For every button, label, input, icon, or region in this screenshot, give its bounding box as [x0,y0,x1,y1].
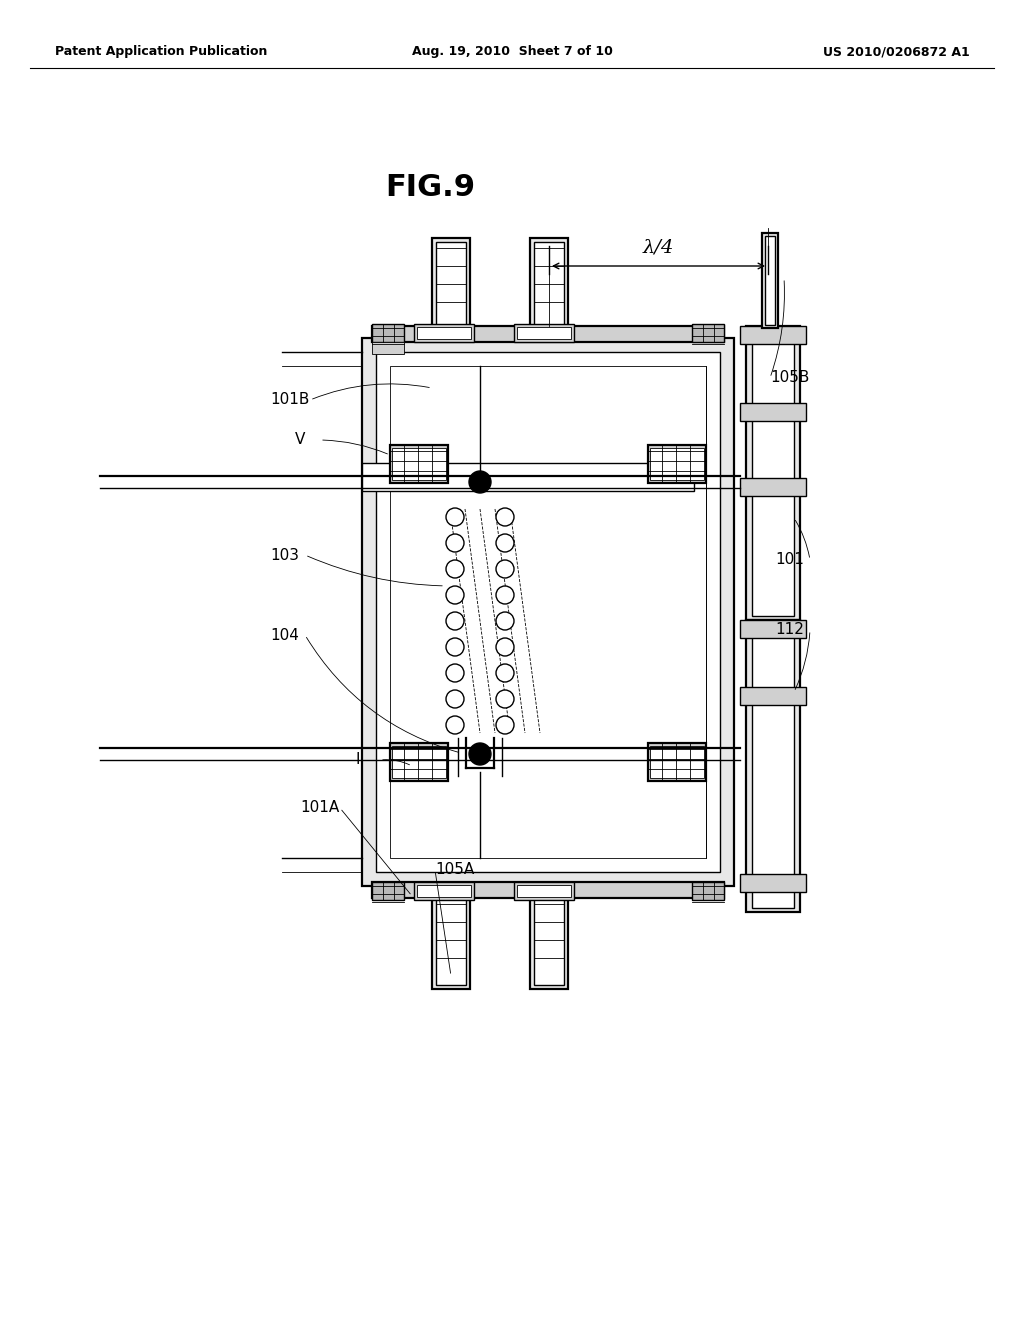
Bar [762,234,778,327]
Text: 101B: 101B [270,392,309,408]
Bar [517,884,571,898]
Ellipse shape [446,664,464,682]
Bar [372,342,404,354]
Bar [362,338,734,886]
Ellipse shape [446,560,464,578]
Bar [740,874,806,892]
Bar [746,326,800,620]
Circle shape [469,743,490,766]
Bar [432,894,470,989]
Bar [740,620,806,638]
Bar [414,882,474,900]
Bar [376,352,720,873]
Bar [436,242,466,329]
Ellipse shape [446,612,464,630]
Bar [752,624,794,908]
Text: Aug. 19, 2010  Sheet 7 of 10: Aug. 19, 2010 Sheet 7 of 10 [412,45,612,58]
Bar [740,478,806,496]
Text: US 2010/0206872 A1: US 2010/0206872 A1 [823,45,970,58]
Bar [372,323,404,342]
Ellipse shape [446,638,464,656]
Ellipse shape [496,560,514,578]
Bar [534,242,564,329]
Ellipse shape [496,638,514,656]
Bar [372,882,724,898]
Bar [514,882,574,900]
Bar [740,403,806,421]
Ellipse shape [496,690,514,708]
Text: FIG.9: FIG.9 [385,173,475,202]
Bar [534,898,564,985]
Circle shape [469,471,490,492]
Bar [417,327,471,339]
Bar [514,323,574,342]
Ellipse shape [496,664,514,682]
Ellipse shape [446,690,464,708]
Text: 101A: 101A [300,800,340,816]
Ellipse shape [496,535,514,552]
Text: λ/4: λ/4 [642,238,674,256]
Text: V: V [295,433,305,447]
Bar [765,236,775,325]
Text: 112: 112 [775,623,805,638]
Bar [362,463,694,491]
Bar [648,743,706,781]
Ellipse shape [496,715,514,734]
Bar [530,894,568,989]
Bar [752,330,794,616]
Bar [390,445,449,483]
Text: 105A: 105A [435,862,475,878]
Text: 104: 104 [270,627,299,643]
Bar [530,238,568,333]
Bar [390,743,449,781]
Ellipse shape [496,612,514,630]
Ellipse shape [446,715,464,734]
Bar [372,882,404,900]
Bar [650,746,705,777]
Bar [414,323,474,342]
Bar [740,326,806,345]
Bar [436,898,466,985]
Ellipse shape [496,508,514,525]
Bar [650,447,705,480]
Bar [692,882,724,900]
Bar [692,323,724,342]
Bar [648,445,706,483]
Bar [417,884,471,898]
Bar [432,238,470,333]
Bar [517,327,571,339]
Ellipse shape [446,508,464,525]
Text: 103: 103 [270,548,299,562]
Bar [740,686,806,705]
Text: 101: 101 [775,553,805,568]
Bar [372,326,724,342]
Text: Patent Application Publication: Patent Application Publication [55,45,267,58]
Bar [390,366,706,858]
Ellipse shape [496,586,514,605]
Ellipse shape [446,535,464,552]
Bar [392,746,446,777]
Text: 105B: 105B [770,371,810,385]
Ellipse shape [446,586,464,605]
Bar [392,447,446,480]
Text: II: II [355,752,365,767]
Bar [746,620,800,912]
